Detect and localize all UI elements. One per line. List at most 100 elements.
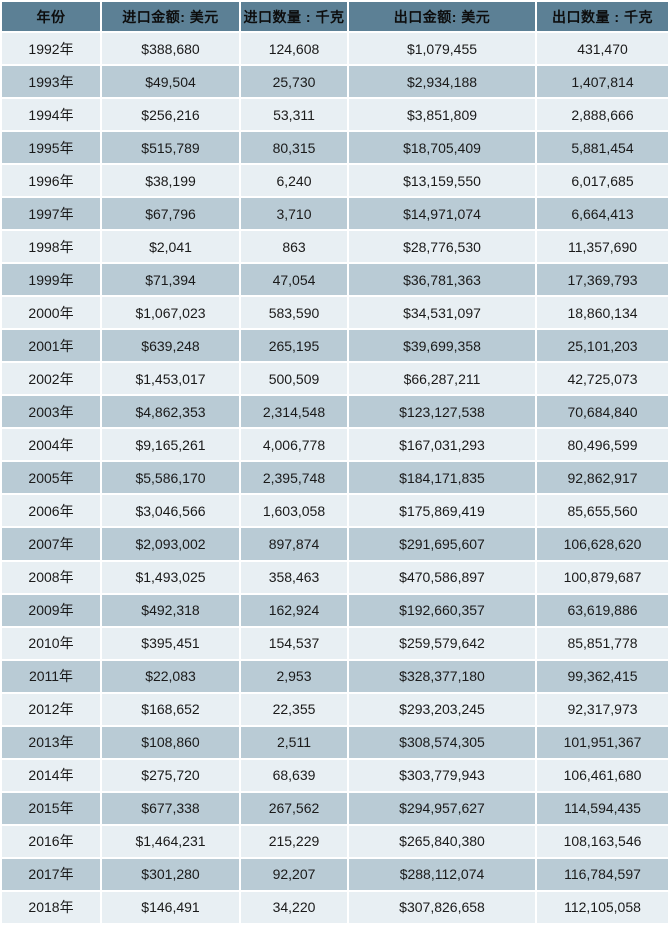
table-body: 1992年 $388,680 124,608 $1,079,455 431,470 199… [2,33,668,923]
year-cell: 1996年 [2,165,100,197]
table-row: 1996年 $38,199 6,240 $13,159,550 6,017,685 [2,165,668,197]
value-cell: 42,725,073 [537,363,668,395]
value-cell: $639,248 [102,330,239,362]
table-row: 2006年 $3,046,566 1,603,058 $175,869,419 85,6… [2,495,668,527]
value-cell: $515,789 [102,132,239,164]
value-cell: $2,093,002 [102,528,239,560]
year-cell: 2012年 [2,693,100,725]
value-cell: $18,705,409 [349,132,535,164]
value-cell: $39,699,358 [349,330,535,362]
value-cell: $28,776,530 [349,231,535,263]
table-row: 2012年 $168,652 22,355 $293,203,245 92,317,97… [2,693,668,725]
value-cell: $275,720 [102,759,239,791]
value-cell: 154,537 [241,627,347,659]
value-cell: $1,493,025 [102,561,239,593]
table-row: 1999年 $71,394 47,054 $36,781,363 17,369,793 [2,264,668,296]
value-cell: $71,394 [102,264,239,296]
value-cell: 5,881,454 [537,132,668,164]
value-cell: 2,953 [241,660,347,692]
value-cell: 4,006,778 [241,429,347,461]
year-cell: 1994年 [2,99,100,131]
year-cell: 2016年 [2,825,100,857]
value-cell: 1,603,058 [241,495,347,527]
header-import-value: 进口金额: 美元 [102,2,239,31]
value-cell: 70,684,840 [537,396,668,428]
value-cell: $677,338 [102,792,239,824]
table-row: 2000年 $1,067,023 583,590 $34,531,097 18,860,… [2,297,668,329]
value-cell: 6,017,685 [537,165,668,197]
table-row: 2007年 $2,093,002 897,874 $291,695,607 106,62… [2,528,668,560]
value-cell: $175,869,419 [349,495,535,527]
value-cell: 215,229 [241,825,347,857]
year-cell: 2005年 [2,462,100,494]
value-cell: $395,451 [102,627,239,659]
value-cell: $265,840,380 [349,825,535,857]
value-cell: 2,314,548 [241,396,347,428]
value-cell: $1,079,455 [349,33,535,65]
value-cell: $1,464,231 [102,825,239,857]
value-cell: $168,652 [102,693,239,725]
year-cell: 2008年 [2,561,100,593]
table-row: 2014年 $275,720 68,639 $303,779,943 106,461,6… [2,759,668,791]
table-row: 1995年 $515,789 80,315 $18,705,409 5,881,454 [2,132,668,164]
table-row: 2013年 $108,860 2,511 $308,574,305 101,951,36… [2,726,668,758]
value-cell: $328,377,180 [349,660,535,692]
value-cell: $307,826,658 [349,891,535,923]
value-cell: 92,207 [241,858,347,890]
value-cell: $259,579,642 [349,627,535,659]
value-cell: 106,461,680 [537,759,668,791]
value-cell: $9,165,261 [102,429,239,461]
year-cell: 2015年 [2,792,100,824]
value-cell: 2,395,748 [241,462,347,494]
value-cell: $5,586,170 [102,462,239,494]
value-cell: $388,680 [102,33,239,65]
value-cell: 85,851,778 [537,627,668,659]
value-cell: 2,511 [241,726,347,758]
year-cell: 2001年 [2,330,100,362]
value-cell: 267,562 [241,792,347,824]
value-cell: $2,934,188 [349,66,535,98]
value-cell: 863 [241,231,347,263]
value-cell: 53,311 [241,99,347,131]
value-cell: 100,879,687 [537,561,668,593]
value-cell: $3,046,566 [102,495,239,527]
value-cell: $256,216 [102,99,239,131]
value-cell: 583,590 [241,297,347,329]
table-row: 2008年 $1,493,025 358,463 $470,586,897 100,87… [2,561,668,593]
value-cell: $192,660,357 [349,594,535,626]
value-cell: 6,664,413 [537,198,668,230]
table-row: 1993年 $49,504 25,730 $2,934,188 1,407,814 [2,66,668,98]
table-row: 1998年 $2,041 863 $28,776,530 11,357,690 [2,231,668,263]
value-cell: $13,159,550 [349,165,535,197]
value-cell: 68,639 [241,759,347,791]
value-cell: $146,491 [102,891,239,923]
value-cell: $108,860 [102,726,239,758]
table-row: 2009年 $492,318 162,924 $192,660,357 63,619,8… [2,594,668,626]
value-cell: $1,453,017 [102,363,239,395]
value-cell: 1,407,814 [537,66,668,98]
value-cell: $303,779,943 [349,759,535,791]
table-row: 2005年 $5,586,170 2,395,748 $184,171,835 92,8… [2,462,668,494]
value-cell: $291,695,607 [349,528,535,560]
value-cell: 80,315 [241,132,347,164]
value-cell: 34,220 [241,891,347,923]
table-row: 1992年 $388,680 124,608 $1,079,455 431,470 [2,33,668,65]
year-cell: 2017年 [2,858,100,890]
table-header: 年份 进口金额: 美元 进口数量 : 千克 出口金额: 美元 出口数量 : 千克 [2,2,668,31]
table-row: 1997年 $67,796 3,710 $14,971,074 6,664,413 [2,198,668,230]
year-cell: 1993年 [2,66,100,98]
year-cell: 2010年 [2,627,100,659]
year-cell: 2018年 [2,891,100,923]
value-cell: $14,971,074 [349,198,535,230]
value-cell: 22,355 [241,693,347,725]
table-row: 2003年 $4,862,353 2,314,548 $123,127,538 70,6… [2,396,668,428]
year-cell: 2007年 [2,528,100,560]
value-cell: 108,163,546 [537,825,668,857]
header-import-quantity: 进口数量 : 千克 [241,2,347,31]
year-cell: 2000年 [2,297,100,329]
value-cell: 2,888,666 [537,99,668,131]
value-cell: $22,083 [102,660,239,692]
value-cell: 114,594,435 [537,792,668,824]
value-cell: $294,957,627 [349,792,535,824]
